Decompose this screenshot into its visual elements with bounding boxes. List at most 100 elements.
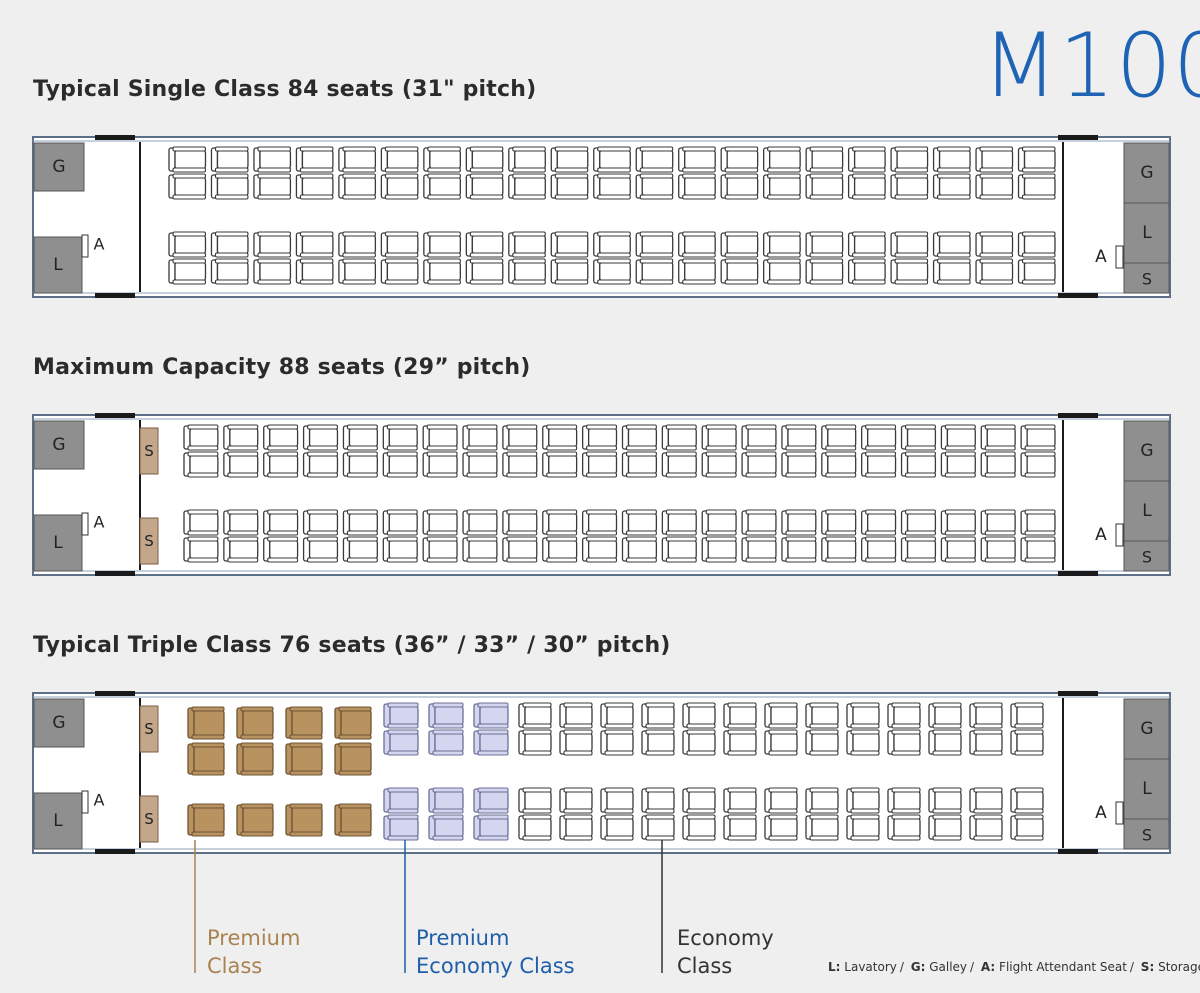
seat-armrest xyxy=(937,146,971,152)
seat-armrest xyxy=(973,808,1003,814)
seat-armrest xyxy=(682,167,716,173)
seat-armrest xyxy=(639,258,674,264)
seat-cushion xyxy=(1016,732,1044,753)
seat-armrest xyxy=(338,770,372,776)
seat-armrest xyxy=(257,231,291,237)
seat-economy xyxy=(465,146,504,173)
seat-cushion xyxy=(975,705,1003,726)
seat-cushion xyxy=(599,261,631,282)
seat-economy xyxy=(508,258,546,285)
seat-cushion xyxy=(726,261,759,282)
seat-cushion xyxy=(707,512,737,533)
seat-armrest xyxy=(546,530,578,536)
seat-economy xyxy=(890,231,929,258)
seat-armrest xyxy=(307,530,339,536)
seat-armrest xyxy=(257,173,291,179)
seat-armrest xyxy=(387,723,419,729)
legend-economy-class: Economy Class xyxy=(677,924,774,980)
cabin-triple-class: G L A S S G L S A xyxy=(32,691,1171,854)
seat-armrest xyxy=(346,509,378,515)
seat-armrest xyxy=(809,194,844,200)
seat-economy xyxy=(253,231,292,258)
seat-cushion xyxy=(867,427,897,448)
seat-economy xyxy=(635,173,674,200)
legend-premium-economy-class: Premium Economy Class xyxy=(416,924,575,980)
seat-cushion xyxy=(587,512,618,533)
door-marker xyxy=(95,413,135,418)
seat-cushion xyxy=(787,427,817,448)
seat-economy xyxy=(295,258,334,285)
seat-cushion xyxy=(893,732,921,753)
seat-economy xyxy=(1017,231,1056,258)
seat-armrest xyxy=(342,279,376,285)
seat-armrest xyxy=(891,787,921,793)
seat-cushion xyxy=(906,512,937,533)
seat-cushion xyxy=(811,149,844,170)
seat-economy xyxy=(581,536,618,563)
seat-economy xyxy=(263,451,299,478)
seat-cushion xyxy=(468,512,498,533)
seat-armrest xyxy=(904,445,936,451)
seat-economy xyxy=(741,509,777,536)
seat-armrest xyxy=(724,231,759,237)
seat-armrest xyxy=(342,231,376,237)
seat-armrest xyxy=(604,750,634,756)
seat-armrest xyxy=(346,424,378,430)
door-marker xyxy=(95,849,135,854)
front-attendant-label: A xyxy=(94,791,105,810)
seat-armrest xyxy=(767,252,801,258)
seat-armrest xyxy=(384,173,419,179)
seat-economy xyxy=(932,173,971,200)
seat-economy xyxy=(210,258,249,285)
seat-cushion xyxy=(688,817,716,838)
seat-armrest xyxy=(686,750,716,756)
seat-armrest xyxy=(227,445,259,451)
seat-cushion xyxy=(308,427,339,448)
seat-cushion xyxy=(827,539,857,560)
seat-armrest xyxy=(342,173,376,179)
seat-economy xyxy=(805,173,844,200)
seat-armrest xyxy=(289,706,323,712)
seat-armrest xyxy=(427,146,461,152)
seat-armrest xyxy=(809,750,839,756)
seat-economy xyxy=(980,536,1016,563)
seat-armrest xyxy=(604,702,634,708)
seat-cushion xyxy=(647,790,675,811)
seat-armrest xyxy=(477,787,509,793)
seat-armrest xyxy=(512,167,546,173)
seat-cushion xyxy=(471,261,504,282)
seat-armrest xyxy=(825,472,857,478)
seat-economy xyxy=(1020,424,1056,451)
seat-cushion xyxy=(524,705,552,726)
seat-armrest xyxy=(705,424,737,430)
seat-armrest xyxy=(386,530,418,536)
seat-armrest xyxy=(346,451,378,457)
seat-economy xyxy=(168,173,207,200)
seat-economy xyxy=(593,231,631,258)
seat-armrest xyxy=(257,194,291,200)
seat-armrest xyxy=(767,258,801,264)
seat-armrest xyxy=(563,729,593,735)
seat-armrest xyxy=(307,424,339,430)
seat-economy xyxy=(928,729,962,756)
seat-premium-economy xyxy=(473,787,509,814)
rear-monuments: G L S A xyxy=(1095,420,1170,572)
seat-cushion xyxy=(747,539,777,560)
seat-armrest xyxy=(307,557,339,563)
seat-economy xyxy=(821,451,857,478)
seat-economy xyxy=(975,231,1014,258)
seat-armrest xyxy=(745,424,777,430)
seat-armrest xyxy=(386,472,418,478)
seat-armrest xyxy=(257,252,291,258)
seat-cushion xyxy=(599,149,631,170)
seat-economy xyxy=(969,787,1003,814)
seat-cushion xyxy=(229,539,259,560)
seat-economy xyxy=(661,536,697,563)
seat-cushion xyxy=(811,732,839,753)
seat-armrest xyxy=(984,509,1016,515)
seat-armrest xyxy=(257,258,291,264)
seat-economy xyxy=(593,258,631,285)
layout-title-max-capacity: Maximum Capacity 88 seats (29” pitch) xyxy=(33,355,531,380)
seat-economy xyxy=(550,258,589,285)
rear-storage-label: S xyxy=(1142,548,1152,567)
